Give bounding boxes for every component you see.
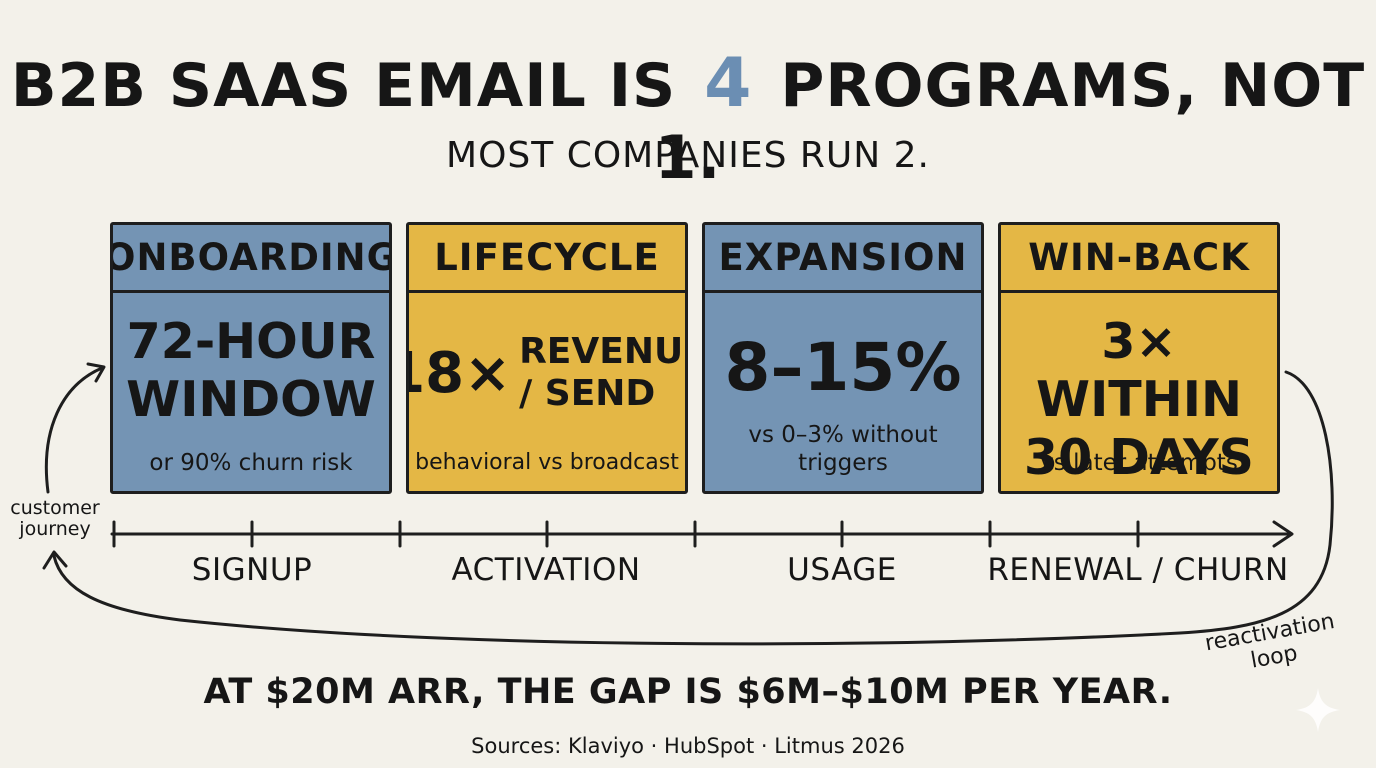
program-name: EXPANSION <box>705 225 981 293</box>
program-note: or 90% churn risk <box>149 450 353 476</box>
metric-line-2: 30 DAYS <box>1024 429 1254 486</box>
journey-entry-arrowhead <box>86 362 106 383</box>
program-card-win-back: WIN-BACK 3× WITHIN 30 DAYS vs later atte… <box>998 222 1280 494</box>
note-line-1: vs 0–3% without <box>748 422 938 448</box>
program-name: ONBOARDING <box>113 225 389 293</box>
reactivation-loop-arrow <box>52 370 1334 646</box>
label-line-2: journey <box>19 518 91 540</box>
title-number: 4 <box>704 44 753 123</box>
main-title: B2B SAAS EMAIL IS 4 PROGRAMS, NOT 1. <box>0 48 1376 194</box>
metric-line-2: WINDOW <box>126 371 376 428</box>
stage-activation: ACTIVATION <box>451 552 641 588</box>
metric-line-1: REVENUE <box>519 331 685 372</box>
label-line-1: customer <box>10 497 100 519</box>
sources-footnote: Sources: Klaviyo · HubSpot · Litmus 2026 <box>471 734 905 758</box>
program-card-lifecycle: LIFECYCLE 18× REVENUE / SEND behavioral … <box>406 222 688 494</box>
bottom-line-statement: AT $20M ARR, THE GAP IS $6M–$10M PER YEA… <box>203 672 1173 712</box>
reactivation-loop-arrowhead <box>42 550 68 570</box>
program-name: LIFECYCLE <box>409 225 685 293</box>
title-after: PROGRAMS, NOT 1. <box>654 51 1366 193</box>
metric-multiplier: 18× <box>409 340 512 406</box>
metric-line-2: / SEND <box>519 373 656 414</box>
stage-signup: SIGNUP <box>191 552 313 588</box>
metric-line-1: 72-HOUR <box>126 313 376 370</box>
stage-renewal-churn: RENEWAL / CHURN <box>987 552 1289 588</box>
program-metric: 3× WITHIN 30 DAYS <box>1001 313 1277 487</box>
program-note: vs 0–3% without triggers <box>705 421 981 477</box>
program-metric: 18× REVENUE / SEND <box>409 313 685 433</box>
program-metric: 72-HOUR WINDOW <box>113 313 389 429</box>
program-metric: 8–15% <box>724 329 962 406</box>
journey-axis-arrowhead <box>1272 520 1294 548</box>
customer-journey-label: customer journey <box>2 498 108 540</box>
note-line-2: triggers <box>798 450 888 476</box>
stage-usage: USAGE <box>787 552 897 588</box>
program-card-expansion: EXPANSION 8–15% vs 0–3% without triggers <box>702 222 984 494</box>
sparkle-icon <box>1296 688 1340 732</box>
program-name: WIN-BACK <box>1001 225 1277 293</box>
program-note: behavioral vs broadcast <box>415 450 679 475</box>
journey-entry-arrow <box>44 366 104 494</box>
program-note: vs later attempts <box>1040 450 1238 476</box>
metric-line-1: 3× WITHIN <box>1036 313 1242 428</box>
title-before: B2B SAAS EMAIL IS <box>10 51 677 121</box>
program-card-onboarding: ONBOARDING 72-HOUR WINDOW or 90% churn r… <box>110 222 392 494</box>
subtitle: MOST COMPANIES RUN 2. <box>446 135 930 176</box>
